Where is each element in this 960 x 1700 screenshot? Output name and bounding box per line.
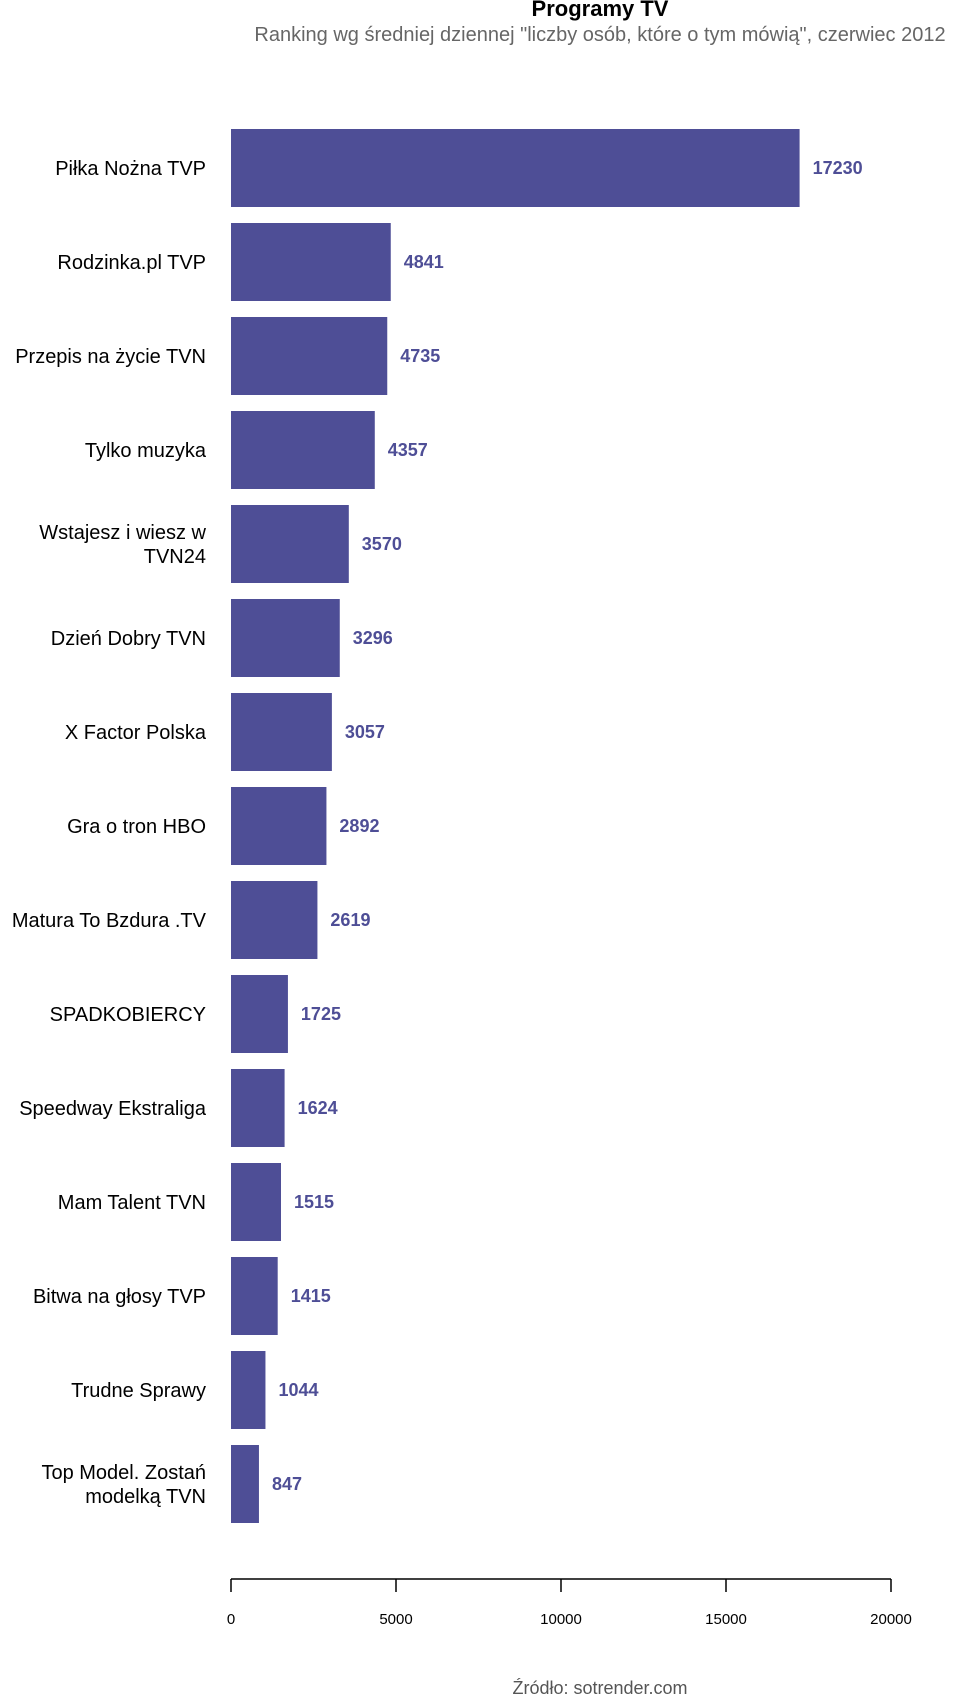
- bar-value-label: 4735: [400, 346, 440, 366]
- bar: [231, 317, 388, 395]
- bar-value-label: 3296: [353, 628, 393, 648]
- bar-value-label: 1044: [278, 1380, 318, 1400]
- bar: [231, 1069, 285, 1147]
- category-label: Speedway Ekstraliga: [19, 1098, 207, 1120]
- category-label: Matura To Bzdura .TV: [12, 910, 207, 932]
- bar: [231, 411, 375, 489]
- bar: [231, 1163, 281, 1241]
- bar-value-label: 847: [272, 1474, 302, 1494]
- bar: [231, 223, 391, 301]
- category-label: Piłka Nożna TVP: [55, 158, 206, 180]
- bar-value-label: 2619: [330, 910, 370, 930]
- category-label: Rodzinka.pl TVP: [57, 252, 206, 274]
- x-tick-label: 5000: [379, 1611, 412, 1628]
- source-note: Źródło: sotrender.com: [512, 1678, 688, 1698]
- category-label: Dzień Dobry TVN: [51, 628, 206, 650]
- category-label: Bitwa na głosy TVP: [33, 1286, 206, 1308]
- x-tick-label: 0: [227, 1611, 235, 1628]
- bar-value-label: 17230: [813, 158, 863, 178]
- x-tick-label: 20000: [870, 1611, 912, 1628]
- bar-value-label: 2892: [339, 816, 379, 836]
- bar-value-label: 4357: [388, 440, 428, 460]
- x-axis: 0 5000 10000 15000 20000: [227, 1578, 912, 1628]
- category-label: SPADKOBIERCY: [50, 1004, 206, 1026]
- bar-value-label: 4841: [404, 252, 444, 272]
- bar-value-label: 1515: [294, 1192, 334, 1212]
- bar: [231, 693, 332, 771]
- category-label: Gra o tron HBO: [67, 816, 206, 838]
- x-tick-label: 10000: [540, 1611, 582, 1628]
- chart-title: Programy TV: [531, 0, 669, 21]
- category-label: Wstajesz i wiesz w TVN24: [39, 522, 206, 568]
- bar-value-label: 1415: [291, 1286, 331, 1306]
- bar: [231, 1351, 266, 1429]
- category-label: Tylko muzyka: [85, 440, 207, 462]
- category-label: Trudne Sprawy: [71, 1380, 206, 1402]
- bar: [231, 1257, 278, 1335]
- bar-value-label: 1624: [298, 1098, 338, 1118]
- bar-value-label: 3570: [362, 534, 402, 554]
- bar: [231, 881, 318, 959]
- bar: [231, 129, 800, 207]
- bar: [231, 505, 349, 583]
- category-label: Przepis na życie TVN: [15, 346, 206, 368]
- bar: [231, 787, 327, 865]
- bar: [231, 1445, 259, 1523]
- bars-group: 17230 Piłka Nożna TVP 4841 Rodzinka.pl TVP 4…: [12, 129, 863, 1523]
- x-tick-label: 15000: [705, 1611, 747, 1628]
- category-label: X Factor Polska: [65, 722, 207, 744]
- category-label: Mam Talent TVN: [58, 1192, 206, 1214]
- bar-value-label: 1725: [301, 1004, 341, 1024]
- category-label: Top Model. Zostań modelką TVN: [41, 1462, 206, 1508]
- bar: [231, 975, 288, 1053]
- bar-value-label: 3057: [345, 722, 385, 742]
- chart-subtitle: Ranking wg średniej dziennej "liczby osó…: [254, 24, 946, 46]
- bar: [231, 599, 340, 677]
